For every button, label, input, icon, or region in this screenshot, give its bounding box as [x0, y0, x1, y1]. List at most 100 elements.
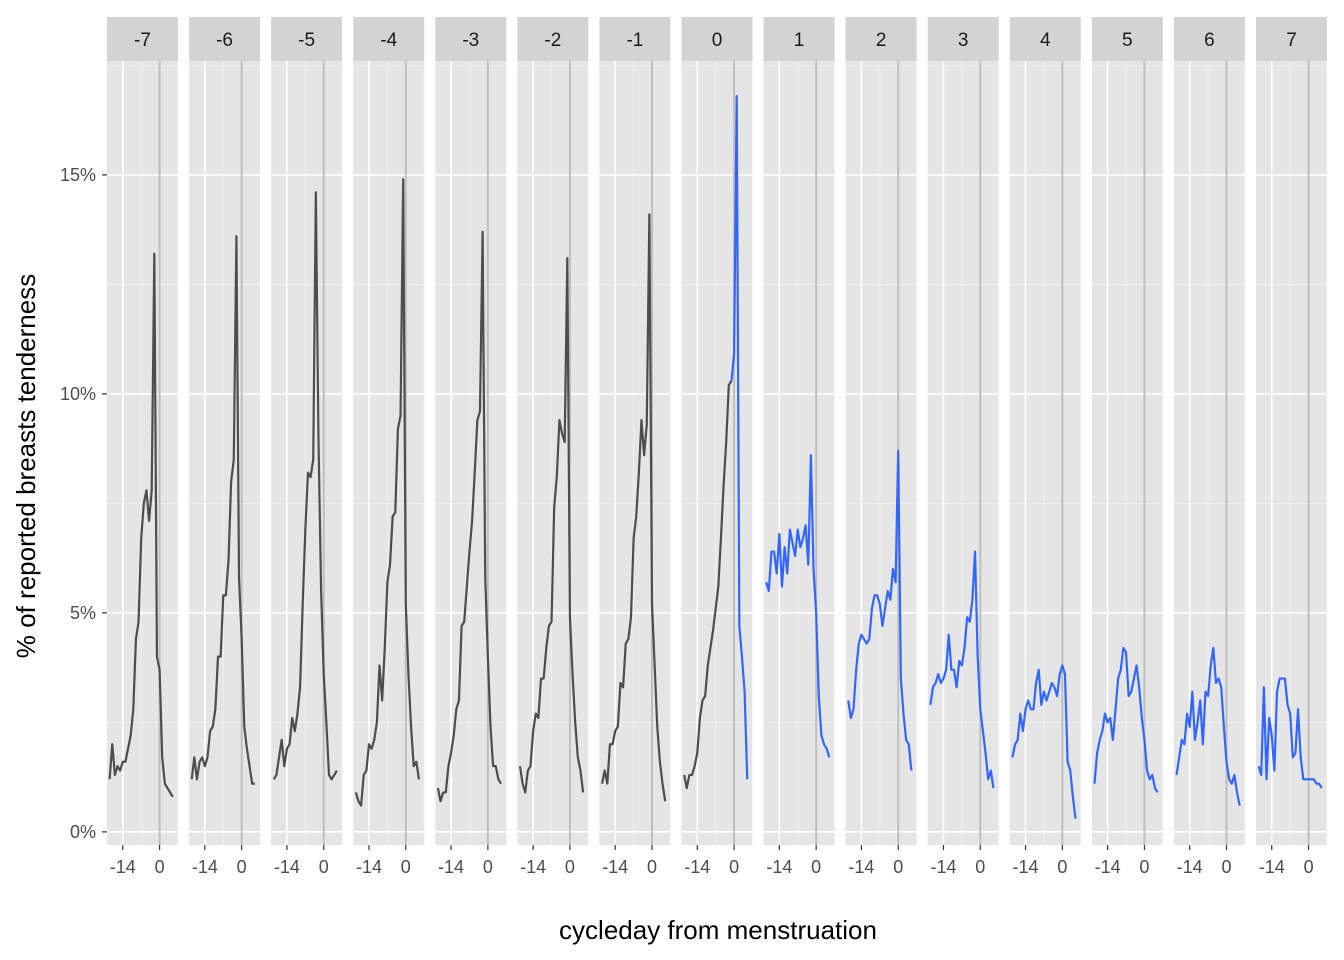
facet-panel: 3 -14 0 [927, 17, 999, 877]
series-line-after [929, 550, 995, 789]
facet-panel: 0 -14 0 [681, 17, 753, 877]
facet-strip-label: -3 [462, 30, 479, 51]
facet-strip [435, 17, 507, 61]
x-tick-label: 0 [483, 857, 493, 877]
panel-background [189, 61, 261, 845]
panel-background [1091, 61, 1163, 845]
facet-panel: -6 -14 0 [189, 17, 261, 877]
facet-panel: 7 -14 0 [1255, 17, 1327, 877]
panel-background [1173, 61, 1245, 845]
series-line-after [730, 94, 749, 780]
series-line-after [847, 449, 913, 771]
x-tick-label: -14 [520, 857, 546, 877]
series-line-before [108, 252, 174, 798]
facet-panel: -3 -14 0 [435, 17, 507, 877]
x-tick-label: 0 [237, 857, 247, 877]
x-tick-label: -14 [1177, 857, 1203, 877]
facet-strip [845, 17, 917, 61]
series-line-after [1093, 646, 1159, 794]
facet-strip-label: 7 [1286, 30, 1297, 51]
panel-background [681, 61, 753, 845]
facet-strip [927, 17, 999, 61]
x-tick-label: 0 [647, 857, 657, 877]
x-axis-title: cycleday from menstruation [559, 915, 877, 945]
facet-strip [1255, 17, 1327, 61]
x-tick-label: -14 [192, 857, 218, 877]
facet-strip-label: -5 [298, 30, 315, 51]
facet-panel: 6 -14 0 [1173, 17, 1245, 877]
panel-background [845, 61, 917, 845]
series-line-before [436, 230, 502, 803]
panel-background [1255, 61, 1327, 845]
panel-background [517, 61, 589, 845]
facet-panel: 1 -14 0 [763, 17, 835, 877]
x-tick-label: -14 [1259, 857, 1285, 877]
panel-background [599, 61, 671, 845]
facet-strip-label: -4 [380, 30, 397, 51]
facet-strip-label: -7 [134, 30, 151, 51]
facet-panel: -7 -14 0 [107, 17, 178, 877]
panel-background [107, 61, 178, 845]
x-tick-label: 0 [155, 857, 165, 877]
y-tick-label: 0% [70, 822, 96, 842]
facet-strip [1091, 17, 1163, 61]
x-tick-label: -14 [766, 857, 792, 877]
series-line-before [600, 213, 667, 802]
facet-strip [271, 17, 343, 61]
panel-background [271, 61, 343, 845]
series-line-before [190, 235, 255, 785]
x-tick-label: -14 [848, 857, 874, 877]
y-axis-title: % of reported breasts tenderness [11, 274, 41, 658]
facet-strip-label: 3 [958, 30, 969, 51]
facet-strip-label: 1 [794, 30, 805, 51]
x-tick-label: -14 [438, 857, 464, 877]
facet-panel: -5 -14 0 [271, 17, 343, 877]
series-line-after [1175, 646, 1241, 806]
facet-strip [599, 17, 671, 61]
facet-strip-label: 2 [876, 30, 887, 51]
facet-panel: 4 -14 0 [1009, 17, 1081, 877]
y-axis: 0% 5% 10% 15% [60, 165, 107, 842]
x-tick-label: 0 [975, 857, 985, 877]
x-tick-label: -14 [1013, 857, 1039, 877]
facet-strip [681, 17, 753, 61]
x-tick-label: -14 [602, 857, 628, 877]
x-tick-label: -14 [930, 857, 956, 877]
x-tick-label: 0 [565, 857, 575, 877]
panel-background [435, 61, 507, 845]
facet-strip-label: 6 [1204, 30, 1215, 51]
panel-background [353, 61, 425, 845]
x-tick-label: 0 [319, 857, 329, 877]
facet-strip [353, 17, 425, 61]
y-tick-label: 5% [70, 603, 96, 623]
series-line-after [1011, 664, 1077, 819]
panel-background [927, 61, 999, 845]
y-tick-label: 15% [60, 165, 96, 185]
series-line-before [683, 380, 733, 790]
x-tick-label: 0 [729, 857, 739, 877]
panel-background [1009, 61, 1081, 845]
facet-strip-label: 0 [712, 30, 723, 51]
facet-strip [1173, 17, 1245, 61]
facet-strip [107, 17, 178, 61]
facet-strip-label: -6 [216, 30, 233, 51]
x-tick-label: 0 [401, 857, 411, 877]
facet-strip-label: 5 [1122, 30, 1133, 51]
facet-strip [1009, 17, 1081, 61]
x-tick-label: 0 [811, 857, 821, 877]
x-tick-label: -14 [684, 857, 710, 877]
x-tick-label: 0 [1057, 857, 1067, 877]
panel-background [763, 61, 835, 845]
facet-strip [189, 17, 261, 61]
x-tick-label: -14 [1095, 857, 1121, 877]
series-line-after [1257, 677, 1323, 789]
x-tick-label: 0 [1221, 857, 1231, 877]
series-line-after [765, 454, 831, 758]
x-tick-label: 0 [1304, 857, 1314, 877]
x-tick-label: -14 [356, 857, 382, 877]
series-line-before [354, 178, 421, 807]
facet-panel: -2 -14 0 [517, 17, 589, 877]
facet-panel: -4 -14 0 [353, 17, 425, 877]
y-tick-label: 10% [60, 384, 96, 404]
